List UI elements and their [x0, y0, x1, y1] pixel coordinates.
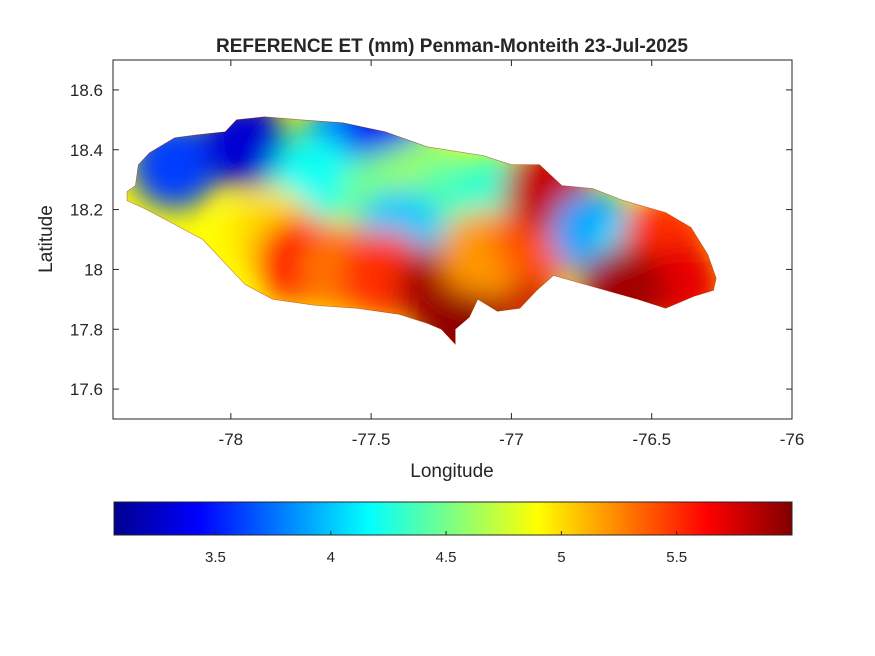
y-tick-label: 17.6 [70, 380, 103, 399]
x-axis-label: Longitude [410, 461, 493, 482]
y-tick-label: 18.6 [70, 81, 103, 100]
colorbar-tick-label: 3.5 [205, 549, 226, 566]
y-axis-ticks: 17.6 17.8 18 18.2 18.4 18.6 [70, 81, 792, 399]
colorbar [113, 501, 793, 536]
plot-frame [112, 59, 793, 420]
colorbar-tick-label: 4 [327, 549, 335, 566]
chart-title: REFERENCE ET (mm) Penman-Monteith 23-Jul… [216, 36, 688, 57]
y-tick-label: 18 [84, 260, 103, 279]
y-axis-label: Latitude [36, 205, 57, 273]
colorbar-tick-label: 5.5 [666, 549, 687, 566]
colorbar-ticks: 3.5 4 4.5 5 5.5 [205, 531, 687, 566]
colorbar-tick-label: 5 [557, 549, 565, 566]
coastline [126, 116, 717, 345]
y-tick-label: 17.8 [70, 320, 103, 339]
x-tick-label: -76 [780, 430, 805, 449]
x-tick-label: -78 [219, 430, 244, 449]
y-tick-label: 18.4 [70, 141, 103, 160]
x-tick-label: -76.5 [632, 430, 671, 449]
colorbar-tick-label: 4.5 [436, 549, 457, 566]
x-tick-label: -77 [499, 430, 524, 449]
y-tick-label: 18.2 [70, 201, 103, 220]
x-tick-label: -77.5 [352, 430, 391, 449]
x-axis-ticks: -78 -77.5 -77 -76.5 -76 [219, 60, 805, 449]
